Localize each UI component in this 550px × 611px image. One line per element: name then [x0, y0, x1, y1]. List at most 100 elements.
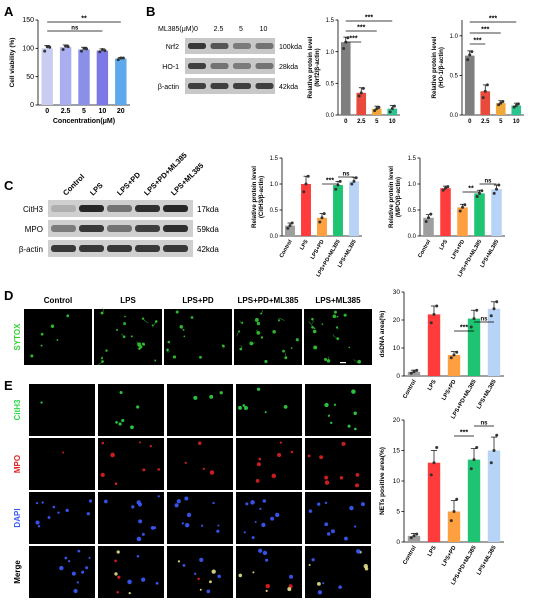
x-tick-label-2: LPS+PD [310, 239, 326, 261]
if-signal [339, 476, 344, 480]
y-tick-label: 1.0 [326, 50, 335, 56]
if-signal [118, 422, 122, 426]
data-point [290, 221, 294, 225]
data-point [444, 186, 447, 190]
data-point [409, 371, 413, 375]
y-tick-label: 0.0 [408, 234, 417, 240]
data-point [359, 91, 363, 95]
if-signal [35, 520, 40, 525]
if-signal [110, 452, 115, 458]
data-point [82, 46, 86, 50]
if-signal [317, 581, 321, 586]
data-point [98, 50, 102, 54]
if-signal [330, 421, 333, 425]
data-point [492, 449, 496, 452]
sytox-signal [40, 344, 43, 347]
if-signal [155, 581, 159, 585]
data-point [441, 188, 445, 192]
data-point [499, 101, 503, 105]
if-signal [136, 554, 140, 558]
y-tick-label: 1.5 [270, 156, 279, 162]
bar-0 [464, 55, 475, 115]
sytox-fiber [256, 329, 259, 334]
sytox-signal [343, 313, 347, 317]
chart-c-mpo: 0.0 0.5 1.0 1.5 Relative protein level(MPO/β… [388, 156, 505, 278]
if-signal [200, 524, 204, 527]
bar-0 [407, 535, 421, 542]
if-signal [81, 570, 85, 574]
sytox-signal [116, 328, 119, 331]
data-point [449, 356, 453, 360]
y-tick-label: 150 [22, 17, 34, 24]
x-tick-label-0: Control [402, 379, 418, 400]
sytox-signal [199, 355, 202, 359]
panel-label-b: B [146, 4, 155, 19]
x-tick-label-4: LPS+ML385 [476, 544, 498, 576]
sytox-signal [332, 314, 337, 319]
if-image [98, 438, 164, 490]
blot-band [188, 43, 206, 49]
x-tick-label-2: 5 [499, 119, 503, 125]
sytox-signal [105, 349, 108, 352]
blot-band [135, 205, 160, 212]
if-signal [128, 591, 131, 595]
sytox-signal [313, 327, 316, 330]
data-point [468, 53, 472, 57]
significance-label: ** [81, 16, 87, 23]
if-signal [252, 571, 255, 574]
data-point [516, 102, 520, 106]
data-point [495, 433, 499, 437]
data-point [512, 105, 516, 109]
if-signal [157, 468, 161, 471]
blot-band [255, 83, 274, 89]
if-image [29, 384, 95, 436]
if-signal [250, 500, 255, 505]
if-signal [349, 505, 354, 511]
blot-band [51, 225, 76, 232]
blot-band [51, 245, 76, 252]
sytox-fiber [142, 318, 149, 324]
x-tick-label-0: 0 [45, 108, 49, 115]
if-signal [130, 425, 134, 430]
if-signal [244, 405, 248, 410]
bar-0 [407, 371, 421, 376]
if-signal [262, 499, 267, 503]
if-signal [114, 572, 118, 576]
y-tick-label: 30 [393, 289, 401, 296]
data-point [429, 212, 433, 216]
data-point [412, 534, 416, 538]
x-tick-label-1: LPS [439, 239, 450, 252]
if-signal [199, 588, 202, 591]
sytox-fiber [278, 318, 285, 321]
if-image [236, 384, 302, 436]
blot-band [210, 63, 229, 69]
if-signal [251, 536, 255, 540]
blot-band [107, 205, 132, 212]
blot-strip [185, 78, 275, 94]
y-tick-label: 100 [22, 46, 34, 53]
data-point [342, 47, 346, 50]
if-signal [344, 536, 348, 541]
data-point [446, 185, 450, 189]
significance-label: ns [480, 317, 488, 323]
if-signal [287, 587, 292, 592]
if-signal [364, 567, 369, 571]
if-row-label-1: MPO [13, 455, 22, 473]
sytox-fiber [336, 326, 339, 330]
if-signal [307, 454, 311, 458]
significance-label: *** [473, 38, 481, 45]
data-point [495, 300, 499, 304]
if-signal [317, 502, 321, 506]
sytox-fiber [327, 356, 329, 361]
data-point [481, 96, 485, 100]
if-signal [138, 519, 143, 524]
data-point [455, 497, 459, 501]
sytox-fiber [254, 319, 258, 322]
data-point [373, 109, 377, 113]
if-signal [37, 525, 41, 528]
x-tick-label-1: LPS [299, 239, 310, 252]
data-point [318, 220, 322, 224]
data-point [435, 445, 439, 449]
if-signal [256, 387, 261, 391]
